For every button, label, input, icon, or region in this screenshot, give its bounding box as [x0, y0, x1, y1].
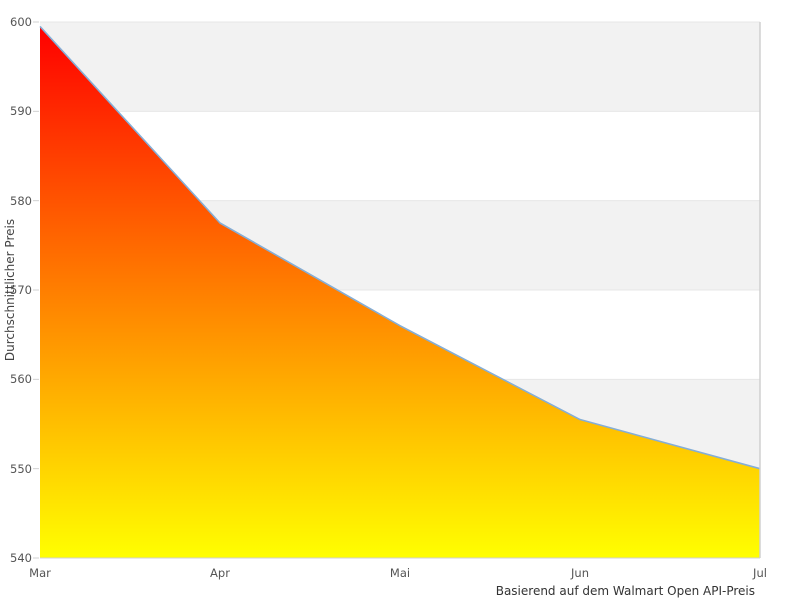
area-series-fill: [40, 26, 760, 558]
y-tick-label: 550: [10, 461, 32, 476]
area-series-line: [39, 25, 761, 470]
x-tick-label: Jul: [753, 566, 767, 580]
y-tick-label: 560: [10, 372, 32, 387]
x-tick-label: Mar: [29, 566, 51, 580]
y-tick-label: 590: [10, 104, 32, 119]
y-tick-label: 580: [10, 193, 32, 208]
y-tick-label: 540: [10, 551, 32, 565]
y-axis-title: Durchschnittlicher Preis: [3, 218, 17, 362]
y-tick-label: 600: [10, 15, 32, 29]
chart-caption: Basierend auf dem Walmart Open API-Preis: [495, 584, 755, 598]
plot-band: [40, 22, 760, 112]
x-tick-label: Apr: [210, 566, 230, 580]
x-tick-label: Mai: [389, 566, 411, 580]
y-tick-label: 570: [10, 283, 32, 297]
x-tick-label: Jun: [571, 566, 589, 580]
